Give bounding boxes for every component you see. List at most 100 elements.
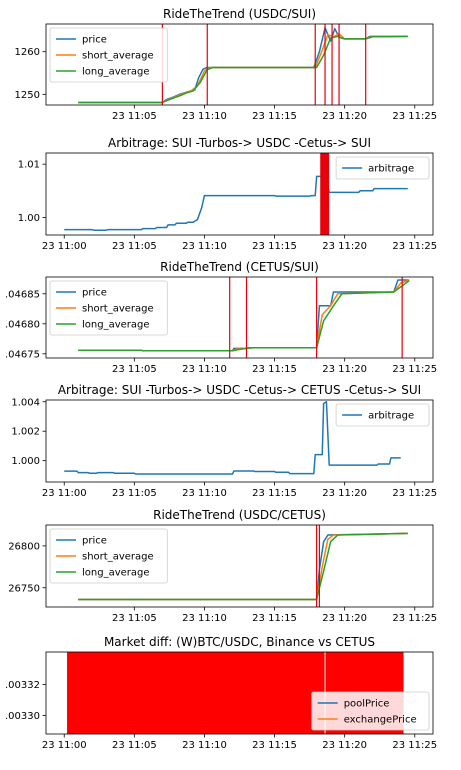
x-tick-label: 23 11:20 bbox=[322, 111, 367, 122]
y-tick-label: .04675 bbox=[5, 349, 40, 360]
series-line-long_average bbox=[78, 35, 408, 104]
series-line-long_average bbox=[78, 532, 408, 601]
y-tick-label: 1260 bbox=[15, 47, 40, 58]
y-tick-label: 26750 bbox=[8, 583, 40, 594]
legend: price short_average long_average bbox=[49, 280, 168, 336]
legend-box bbox=[311, 691, 430, 731]
legend-box bbox=[49, 528, 168, 584]
x-tick-label: 23 11:10 bbox=[182, 241, 227, 252]
chart-panel-5: RideTheTrend (USDC/CETUS) 23 11:05 23 11:1… bbox=[8, 508, 437, 624]
chart-panel-1: RideTheTrend (USDC/SUI) 23 11:05 23 11:10 2… bbox=[15, 7, 438, 122]
legend-box bbox=[49, 280, 168, 336]
legend-label: price bbox=[82, 288, 107, 299]
plot-area bbox=[78, 24, 408, 105]
x-tick-label: 23 11:10 bbox=[182, 740, 227, 751]
plot-area bbox=[78, 277, 410, 358]
axes-frame bbox=[45, 23, 434, 106]
x-tick-label: 23 11:25 bbox=[392, 364, 437, 375]
chart-panel-3: RideTheTrend (CETUS/SUI) 23 11:05 23 11:10… bbox=[5, 260, 437, 375]
chart-title: RideTheTrend (USDC/CETUS) bbox=[153, 508, 326, 522]
chart-title: Arbitrage: SUI -Turbos-> USDC -Cetus-> S… bbox=[108, 136, 371, 150]
x-tick-label: 23 11:00 bbox=[42, 241, 87, 252]
y-tick-label: 26800 bbox=[8, 541, 40, 552]
x-tick-label: 23 11:05 bbox=[112, 613, 157, 624]
x-tick-label: 23 11:05 bbox=[112, 488, 157, 499]
axes-frame bbox=[45, 399, 434, 483]
series-line-arbitrage bbox=[64, 401, 401, 475]
x-tick-label: 23 11:15 bbox=[252, 740, 297, 751]
x-tick-label: 23 11:15 bbox=[252, 488, 297, 499]
y-tick-label: 1.004 bbox=[11, 397, 40, 408]
x-tick-label: 23 11:15 bbox=[252, 241, 297, 252]
legend-label: long_average bbox=[82, 320, 150, 331]
x-tick-label: 23 11:20 bbox=[322, 364, 367, 375]
legend-label: exchangePrice bbox=[344, 715, 417, 726]
plot-area bbox=[78, 525, 408, 607]
legend-label: arbitrage bbox=[368, 164, 414, 175]
chart-panel-6: Market diff: (W)BTC/USDC, Binance vs CET… bbox=[5, 635, 437, 751]
y-tick-label: 1.00 bbox=[18, 213, 40, 224]
legend-label: price bbox=[82, 536, 107, 547]
x-tick-label: 23 11:10 bbox=[182, 613, 227, 624]
x-tick-label: 23 11:20 bbox=[322, 740, 367, 751]
chart-title: RideTheTrend (CETUS/SUI) bbox=[160, 260, 319, 274]
x-tick-label: 23 11:25 bbox=[392, 740, 437, 751]
x-tick-label: 23 11:25 bbox=[392, 111, 437, 122]
y-tick-label: 1.000 bbox=[11, 456, 40, 467]
axes-frame bbox=[45, 524, 434, 608]
axes-frame bbox=[45, 276, 434, 359]
series-line-long_average bbox=[78, 279, 410, 352]
legend-label: short_average bbox=[82, 51, 154, 62]
y-tick-label: 1.002 bbox=[11, 427, 40, 438]
legend-label: short_average bbox=[82, 304, 154, 315]
legend-label: poolPrice bbox=[344, 699, 390, 710]
chart-panel-2: Arbitrage: SUI -Turbos-> USDC -Cetus-> S… bbox=[18, 136, 437, 252]
x-tick-label: 23 11:25 bbox=[392, 488, 437, 499]
legend-label: long_average bbox=[82, 568, 150, 579]
y-tick-label: .04685 bbox=[5, 289, 40, 300]
legend: price short_average long_average bbox=[49, 528, 168, 584]
axes-frame bbox=[45, 152, 434, 236]
series-line-arbitrage bbox=[64, 175, 408, 231]
x-tick-label: 23 11:15 bbox=[252, 364, 297, 375]
legend: arbitrage bbox=[335, 156, 430, 180]
legend-box bbox=[335, 403, 430, 427]
x-tick-label: 23 11:15 bbox=[252, 613, 297, 624]
y-tick-label: 1250 bbox=[15, 90, 40, 101]
legend: price short_average long_average bbox=[49, 27, 168, 83]
chart-title: Arbitrage: SUI -Turbos-> USDC -Cetus-> C… bbox=[58, 383, 421, 397]
legend-box bbox=[335, 156, 430, 180]
plot-area bbox=[64, 401, 401, 475]
chart-panel-4: Arbitrage: SUI -Turbos-> USDC -Cetus-> C… bbox=[11, 383, 437, 499]
y-tick-label: .04680 bbox=[5, 319, 40, 330]
chart-title: Market diff: (W)BTC/USDC, Binance vs CET… bbox=[104, 635, 375, 649]
y-tick-label: .00332 bbox=[5, 680, 40, 691]
x-tick-label: 23 11:15 bbox=[252, 111, 297, 122]
legend: arbitrage bbox=[335, 403, 430, 427]
x-tick-label: 23 11:05 bbox=[112, 364, 157, 375]
x-tick-label: 23 11:20 bbox=[322, 613, 367, 624]
plot-area bbox=[64, 153, 408, 235]
x-tick-label: 23 11:05 bbox=[112, 241, 157, 252]
x-tick-label: 23 11:10 bbox=[182, 111, 227, 122]
x-tick-label: 23 11:05 bbox=[112, 111, 157, 122]
x-tick-label: 23 11:25 bbox=[392, 241, 437, 252]
x-tick-label: 23 11:00 bbox=[42, 740, 87, 751]
x-tick-label: 23 11:20 bbox=[322, 241, 367, 252]
legend-label: long_average bbox=[82, 67, 150, 78]
chart-title: RideTheTrend (USDC/SUI) bbox=[163, 7, 316, 21]
x-tick-label: 23 11:00 bbox=[42, 488, 87, 499]
x-tick-label: 23 11:10 bbox=[182, 364, 227, 375]
x-tick-label: 23 11:10 bbox=[182, 488, 227, 499]
legend-label: price bbox=[82, 35, 107, 46]
x-tick-label: 23 11:05 bbox=[112, 740, 157, 751]
legend-box bbox=[49, 27, 168, 83]
y-tick-label: 1.01 bbox=[18, 160, 40, 171]
x-tick-label: 23 11:20 bbox=[322, 488, 367, 499]
legend: poolPrice exchangePrice bbox=[311, 691, 430, 731]
legend-label: arbitrage bbox=[368, 411, 414, 422]
legend-label: short_average bbox=[82, 552, 154, 563]
y-tick-label: .00330 bbox=[5, 711, 40, 722]
x-tick-label: 23 11:25 bbox=[392, 613, 437, 624]
